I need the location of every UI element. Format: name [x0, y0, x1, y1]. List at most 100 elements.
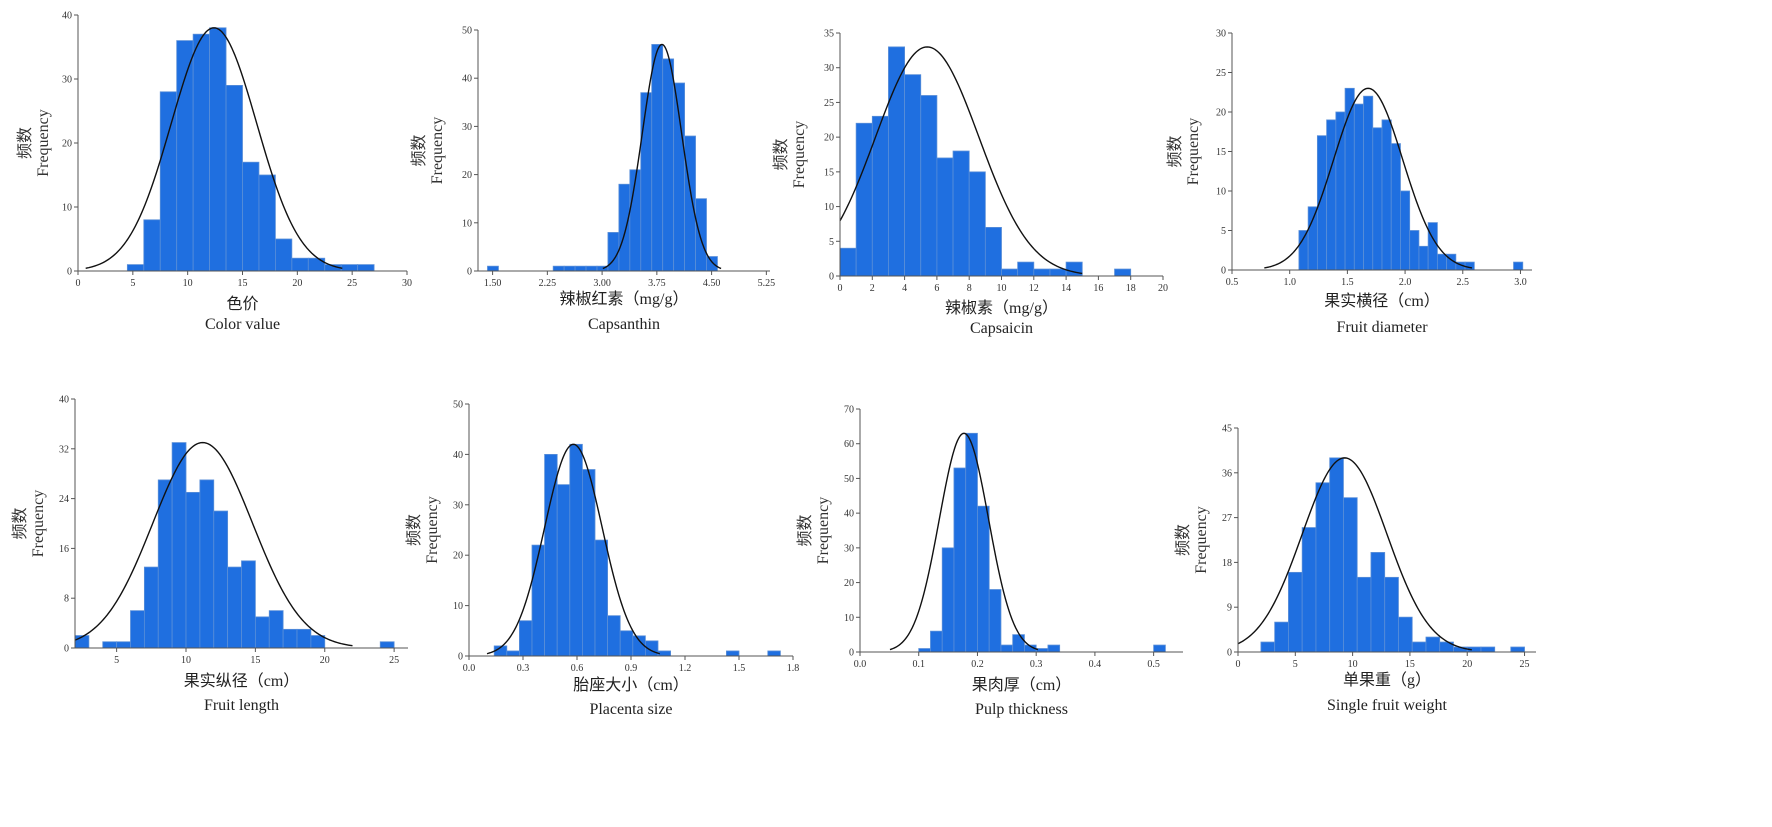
y-axis-label-english: Frequency [35, 109, 52, 177]
x-tick-label: 0.3 [517, 663, 530, 674]
y-tick-label: 15 [824, 167, 834, 178]
x-tick-label: 0.9 [625, 663, 638, 674]
x-axis-label-english: Pulp thickness [975, 701, 1068, 718]
histogram-bar [116, 641, 131, 649]
x-tick-label: 10 [181, 655, 191, 666]
histogram-bar [936, 157, 954, 277]
histogram-bar [1307, 206, 1318, 271]
histogram-bar [1436, 253, 1448, 271]
histogram-bar [282, 628, 298, 649]
x-axis-label-english: Capsaicin [970, 320, 1033, 337]
histogram-bar [1384, 576, 1399, 653]
x-tick-label: 0.3 [1030, 659, 1043, 670]
y-tick-label: 20 [462, 170, 472, 181]
x-tick-label: 5 [114, 655, 119, 666]
histogram-bar [651, 44, 664, 272]
x-tick-label: 30 [402, 278, 412, 289]
y-tick-label: 10 [824, 202, 834, 213]
histogram-bar [839, 247, 857, 277]
x-tick-label: 0.5 [1147, 659, 1160, 670]
y-axis-label-english: Frequency [1193, 506, 1210, 574]
histogram-bar [1012, 634, 1025, 653]
histogram-bar [594, 539, 609, 657]
x-tick-label: 0.5 [1226, 277, 1239, 288]
histogram-bar [1513, 261, 1524, 271]
y-tick-label: 9 [1227, 603, 1232, 614]
histogram-bar [213, 510, 229, 649]
y-tick-label: 5 [829, 237, 834, 248]
y-tick-label: 70 [844, 405, 854, 416]
y-tick-label: 60 [844, 439, 854, 450]
histogram-bar [1301, 527, 1317, 653]
histogram-bar [1344, 87, 1355, 271]
histogram-bar [1017, 261, 1035, 277]
y-tick-label: 0 [467, 267, 472, 278]
x-tick-label: 15 [238, 278, 248, 289]
y-tick-label: 20 [824, 133, 834, 144]
histogram-bar [185, 491, 201, 649]
x-tick-label: 2 [870, 283, 875, 294]
x-axis-label-chinese: 色价 [226, 295, 258, 313]
x-axis-label-english: Color value [205, 316, 280, 333]
x-tick-label: 15 [1405, 659, 1415, 670]
x-axis-label-english: Placenta size [589, 701, 672, 718]
histogram-panel: 0 5 10 15 20 25 30 35 0 2 4 6 8 10 12 14 16 18 20 辣椒素（mg/g）… [772, 29, 1168, 338]
x-tick-label: 20 [1158, 283, 1168, 294]
histogram-bar [199, 479, 215, 649]
histogram-bar [1427, 222, 1438, 271]
x-tick-label: 10 [1348, 659, 1358, 670]
histogram-bar [487, 265, 499, 272]
x-tick-label: 20 [292, 278, 302, 289]
y-tick-label: 25 [824, 98, 834, 109]
histogram-bar [1425, 636, 1441, 653]
histogram-bar [241, 560, 256, 649]
x-tick-label: 2.25 [539, 278, 557, 289]
y-axis-label-chinese: 频数 [11, 507, 29, 539]
y-tick-label: 30 [453, 500, 463, 511]
x-axis-label-chinese: 胎座大小（cm） [573, 676, 689, 694]
y-tick-label: 45 [1222, 424, 1232, 435]
y-tick-label: 20 [453, 551, 463, 562]
histogram-bar [1000, 644, 1014, 653]
histogram-bar [1464, 261, 1475, 271]
y-tick-label: 27 [1222, 513, 1232, 524]
y-tick-label: 0 [67, 267, 72, 278]
x-tick-label: 25 [389, 655, 399, 666]
normal-curve [85, 27, 343, 269]
histogram-bar [1153, 644, 1166, 653]
histogram-panel: 0 5 10 15 20 25 30 0.5 1.0 1.5 2.0 2.5 3.0 果实横径（cm） Fr… [1166, 29, 1532, 336]
x-axis-label-chinese: 辣椒素（mg/g） [945, 299, 1058, 317]
x-tick-label: 0.4 [1089, 659, 1102, 670]
y-tick-label: 24 [59, 494, 69, 505]
histogram-bar [1480, 646, 1496, 653]
histogram-bar [1353, 103, 1364, 271]
x-tick-label: 0.2 [971, 659, 984, 670]
histogram-bar [1381, 119, 1392, 271]
x-axis-label-chinese: 果实横径（cm） [1324, 292, 1440, 310]
x-tick-label: 12 [1029, 283, 1039, 294]
x-tick-label: 3.0 [1514, 277, 1527, 288]
histogram-bar [340, 264, 359, 272]
normal-curve [1264, 87, 1473, 269]
histogram-bar [274, 238, 293, 272]
histogram-bar [379, 641, 395, 649]
x-tick-label: 3.00 [593, 278, 611, 289]
x-tick-label: 3.75 [648, 278, 666, 289]
y-tick-label: 0 [849, 648, 854, 659]
histogram-bar [130, 610, 145, 649]
histogram-bar [1260, 641, 1276, 653]
histogram-bar [1411, 641, 1427, 653]
histogram-bar [268, 610, 284, 649]
histogram-panel: 0 8 16 24 32 40 5 10 15 20 25 果实纵径（cm） Fruit length 频… [11, 395, 408, 714]
histogram-bar [640, 92, 653, 272]
y-tick-label: 50 [453, 400, 463, 411]
histogram-bar [1298, 230, 1309, 271]
histogram-bar [1065, 261, 1083, 277]
histogram-panel: 0 10 20 30 40 50 1.50 2.25 3.00 3.75 4.50 5.25 辣椒红素（… [410, 26, 775, 334]
x-tick-label: 1.8 [787, 663, 800, 674]
histogram-bar [1326, 119, 1337, 271]
y-tick-label: 50 [844, 474, 854, 485]
y-tick-label: 10 [62, 203, 72, 214]
x-tick-label: 0.0 [463, 663, 476, 674]
histogram-bar [726, 650, 740, 657]
